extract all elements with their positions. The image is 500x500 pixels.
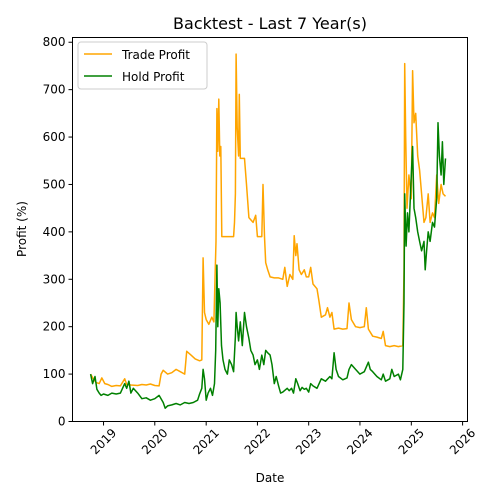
x-tick-label: 2019 <box>88 426 119 457</box>
x-tick-label: 2021 <box>190 426 221 457</box>
x-tick-label: 2025 <box>396 426 427 457</box>
y-axis-ticks: 0 100 200 300 400 500 600 700 800 <box>43 35 73 429</box>
y-tick-label: 800 <box>43 35 66 49</box>
y-tick-label: 700 <box>43 83 66 97</box>
x-tick-label: 2023 <box>293 426 324 457</box>
y-tick-label: 600 <box>43 130 66 144</box>
series-line-trade-profit <box>89 53 447 388</box>
y-tick-label: 200 <box>43 320 66 334</box>
x-tick-label: 2024 <box>344 426 375 457</box>
chart-title: Backtest - Last 7 Year(s) <box>173 14 367 33</box>
y-tick-label: 300 <box>43 272 66 286</box>
y-axis-label: Profit (%) <box>15 201 29 257</box>
y-tick-label: 400 <box>43 225 66 239</box>
legend-label-hold-profit: Hold Profit <box>122 70 185 84</box>
series-line-hold-profit <box>89 122 447 409</box>
y-tick-label: 100 <box>43 367 66 381</box>
legend-label-trade-profit: Trade Profit <box>121 48 190 62</box>
legend: Trade Profit Hold Profit <box>77 41 208 90</box>
y-tick-label: 500 <box>43 177 66 191</box>
x-axis-label: Date <box>256 471 285 485</box>
plot-frame <box>72 37 468 422</box>
x-tick-label: 2026 <box>447 426 478 457</box>
y-tick-label: 0 <box>58 415 66 429</box>
x-axis-ticks: 2019 2020 2021 2022 2023 2024 2025 2026 <box>88 421 478 457</box>
series-layer <box>89 53 447 409</box>
x-tick-label: 2022 <box>242 426 273 457</box>
x-tick-label: 2020 <box>139 426 170 457</box>
